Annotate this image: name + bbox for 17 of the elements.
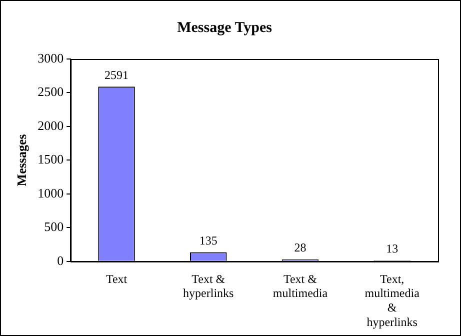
y-tick-label: 1000 [38,185,64,200]
y-tick-label: 1500 [38,152,64,167]
x-tick-label: Text & hyperlinks [183,272,234,300]
x-tick-label: Text, multimedia & hyperlinks [364,272,420,329]
y-tick-label: 3000 [38,50,64,66]
data-label: 135 [199,233,218,248]
data-label: 28 [294,240,306,255]
data-label: 2591 [104,68,129,82]
y-axis-title: Messages [14,134,30,186]
y-tick-label: 0 [57,252,64,268]
x-tick-label: Text & multimedia [272,272,328,300]
data-label: 13 [386,242,398,256]
y-tick-label: 2000 [38,118,64,133]
y-tick-label: 500 [44,219,64,234]
x-tick-label: Text [106,272,128,286]
y-tick-label: 2500 [38,84,64,100]
chart-title: Message Types [177,20,272,36]
